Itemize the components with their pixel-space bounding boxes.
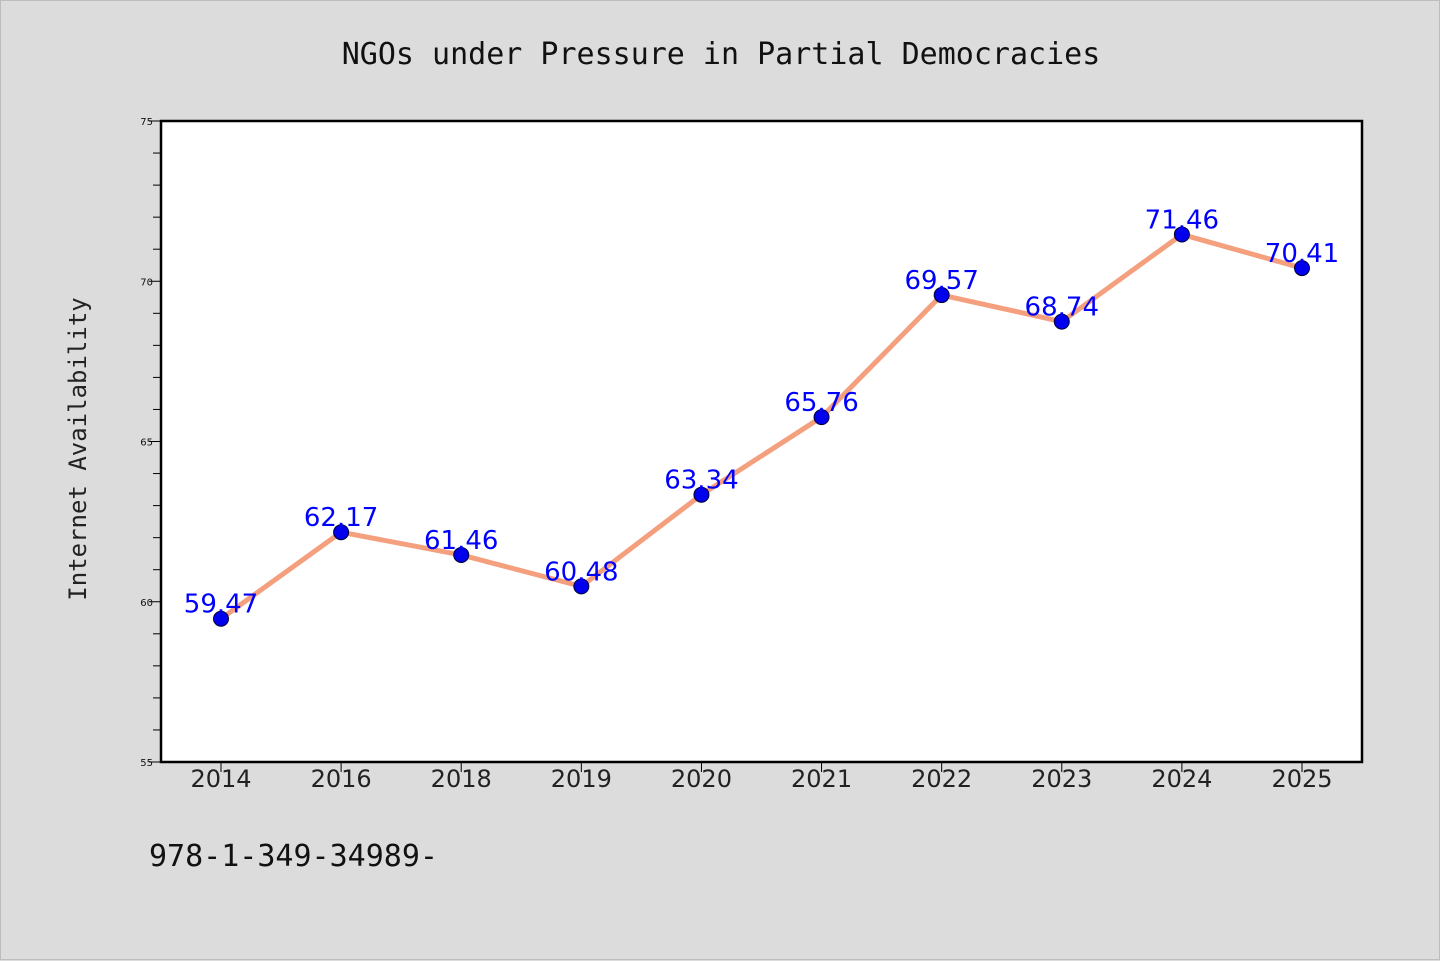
x-axis-ticks: 2014 2016 2018 2019 2020 2021 2022 2023 2024 2025: [190, 762, 1333, 793]
x-tick-label: 2014: [190, 765, 251, 793]
data-point: [453, 546, 470, 563]
data-label: 63.34: [664, 466, 738, 496]
data-labels-group: 59.47 62.17 61.46 60.48 63.34 65.76 69.57 68.74…: [184, 205, 1339, 619]
y-tick-label: 55: [140, 758, 153, 769]
data-point: [213, 610, 229, 627]
data-point: [813, 409, 830, 426]
y-axis-ticks: 55 60 65 70 75: [140, 117, 161, 769]
y-tick-label: 75: [140, 117, 153, 128]
series-line: [218, 231, 1305, 622]
x-tick-label: 2022: [911, 765, 972, 793]
data-point: [1173, 226, 1190, 243]
data-label: 65.76: [784, 388, 858, 418]
y-tick-label: 70: [140, 277, 153, 288]
x-tick-label: 2021: [791, 765, 852, 793]
data-label: 60.48: [544, 557, 618, 587]
x-tick-label: 2025: [1271, 765, 1332, 793]
data-label: 62.17: [304, 503, 378, 533]
data-label: 61.46: [424, 526, 498, 556]
data-point: [1294, 260, 1310, 277]
data-point: [1053, 313, 1070, 330]
data-label: 71.46: [1145, 205, 1219, 235]
chart-title: NGOs under Pressure in Partial Democraci…: [342, 37, 1101, 72]
data-point: [333, 524, 350, 541]
data-point: [693, 486, 710, 503]
data-label: 59.47: [184, 590, 258, 620]
data-point: [573, 578, 590, 595]
x-tick-label: 2016: [311, 765, 372, 793]
data-point: [933, 287, 950, 304]
plot-area: [159, 119, 1364, 764]
x-tick-label: 2023: [1031, 765, 1092, 793]
x-tick-label: 2020: [671, 765, 732, 793]
footer-code: 978-1-349-34989-: [149, 839, 438, 874]
data-label: 70.41: [1265, 239, 1339, 269]
y-tick-label: 65: [140, 438, 153, 449]
y-tick-label: 60: [140, 598, 153, 609]
x-tick-label: 2018: [431, 765, 492, 793]
y-axis-label: Internet Availability: [64, 297, 92, 600]
x-tick-label: 2024: [1151, 765, 1212, 793]
x-tick-label: 2019: [551, 765, 612, 793]
data-label: 68.74: [1025, 293, 1099, 323]
data-label: 69.57: [904, 266, 978, 296]
series-group: [213, 226, 1310, 627]
